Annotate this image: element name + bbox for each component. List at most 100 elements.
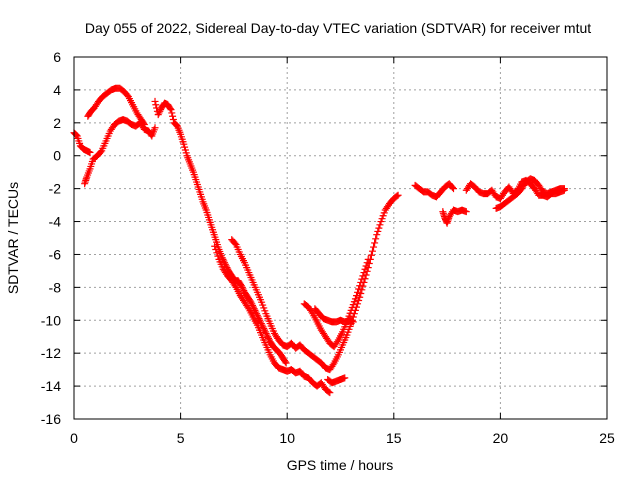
x-axis-title: GPS time / hours (287, 457, 394, 473)
data-point (341, 374, 349, 382)
data-point (212, 246, 220, 254)
y-tick-label: 4 (53, 82, 61, 98)
data-point (355, 297, 363, 305)
data-layer (70, 84, 568, 397)
data-point (169, 112, 177, 120)
data-point (264, 333, 272, 341)
data-point (265, 334, 273, 342)
x-tick-label: 20 (493, 430, 509, 446)
x-tick-label: 10 (279, 430, 295, 446)
data-point (560, 185, 568, 193)
data-point (221, 259, 229, 267)
x-tick-labels: 0 5 10 15 20 25 (70, 430, 615, 446)
data-point (247, 298, 255, 306)
data-point (259, 323, 267, 331)
chart-title: Day 055 of 2022, Sidereal Day-to-day VTE… (85, 20, 591, 36)
data-point (373, 231, 381, 239)
data-point (367, 251, 375, 259)
data-point (72, 130, 80, 138)
data-point (360, 269, 368, 277)
y-tick-label: -12 (41, 345, 61, 361)
series-track-j (411, 180, 457, 201)
data-point (355, 285, 363, 293)
data-point (370, 243, 378, 251)
data-point (462, 208, 470, 216)
data-point (140, 119, 148, 127)
data-point (260, 325, 268, 332)
data-point (211, 242, 219, 250)
data-point (281, 358, 289, 366)
data-point (213, 249, 221, 257)
data-point (249, 301, 257, 309)
data-point (329, 361, 337, 369)
x-tick-label: 15 (386, 430, 402, 446)
data-point (393, 192, 401, 200)
data-point (375, 224, 383, 232)
data-point (374, 227, 382, 235)
data-point (237, 282, 245, 290)
data-point (172, 120, 180, 128)
data-point (361, 265, 369, 273)
data-point (155, 109, 163, 117)
y-tick-label: -16 (41, 411, 61, 427)
data-point (371, 239, 379, 247)
data-point (167, 106, 175, 114)
data-point (244, 303, 252, 311)
data-point (168, 109, 176, 117)
data-point (152, 101, 160, 109)
y-tick-label: 6 (53, 49, 61, 65)
data-point (359, 272, 367, 280)
data-point (140, 120, 148, 128)
y-tick-label: 2 (53, 115, 61, 131)
y-tick-label: -10 (41, 312, 61, 328)
data-point (356, 282, 364, 290)
data-point (262, 329, 270, 337)
y-tick-label: -6 (49, 246, 62, 262)
series-track-k (439, 206, 470, 227)
y-tick-labels: -16 -14 -12 -10 -8 -6 -4 -2 0 2 4 6 (41, 49, 61, 427)
data-point (248, 300, 256, 308)
data-point (394, 191, 402, 199)
data-point (238, 283, 246, 291)
series-track-h (311, 305, 357, 326)
data-point (449, 185, 457, 193)
data-point (218, 254, 226, 262)
data-point (252, 308, 260, 316)
axis-ticks (73, 56, 608, 420)
data-point (363, 259, 371, 267)
data-point (257, 318, 265, 326)
data-point (364, 255, 372, 263)
data-point (169, 116, 177, 124)
data-point (448, 183, 456, 191)
y-tick-label: -2 (49, 181, 62, 197)
data-point (151, 124, 159, 132)
y-tick-label: -8 (49, 279, 62, 295)
data-point (308, 308, 316, 316)
data-point (214, 252, 222, 260)
data-point (231, 239, 239, 247)
series-track-c (84, 84, 148, 128)
series-track-e (211, 242, 334, 397)
data-point (349, 318, 357, 326)
series-track-g (300, 255, 372, 351)
data-point (86, 148, 94, 156)
data-point (253, 310, 261, 318)
data-point (362, 262, 370, 270)
series-track-i (324, 374, 349, 387)
y-tick-label: -4 (49, 214, 62, 230)
data-point (354, 288, 362, 296)
series-track-d (151, 97, 290, 367)
series-track-b (81, 116, 159, 188)
data-point (352, 292, 360, 300)
data-point (231, 282, 239, 290)
data-point (372, 235, 380, 243)
series-track-m (492, 175, 568, 212)
data-point (326, 389, 334, 397)
x-tick-label: 0 (70, 430, 78, 446)
data-point (325, 388, 333, 396)
data-point (282, 359, 290, 367)
data-point (154, 111, 162, 119)
y-tick-label: 0 (53, 148, 61, 164)
